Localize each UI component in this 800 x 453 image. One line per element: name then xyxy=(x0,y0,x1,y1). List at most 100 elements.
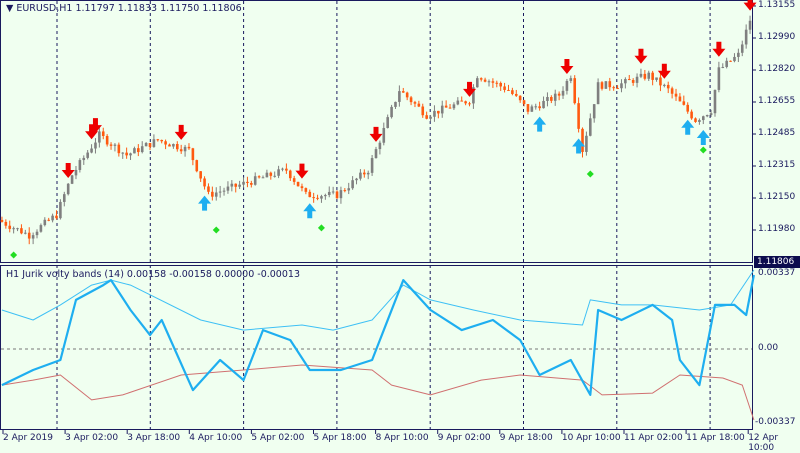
candle-body xyxy=(557,93,561,96)
time-tick: 3 Apr 18:00 xyxy=(127,433,181,443)
candle-body xyxy=(183,146,187,152)
candle-body xyxy=(472,87,475,104)
candle-body xyxy=(366,172,370,175)
candle-body xyxy=(226,186,230,191)
candle-body xyxy=(86,152,89,158)
candle-body xyxy=(187,146,191,149)
candle-body xyxy=(596,82,600,105)
up-arrow-icon xyxy=(198,195,212,211)
candle-body xyxy=(242,181,245,185)
candle-body xyxy=(98,131,101,143)
candle-body xyxy=(168,144,171,147)
candle-body xyxy=(105,136,109,145)
down-arrow-icon xyxy=(743,0,757,11)
candle-body xyxy=(429,116,432,119)
symbol-label: EURUSD,H1 xyxy=(16,3,73,14)
price-pane-border xyxy=(0,0,753,263)
candle-body xyxy=(491,81,495,83)
candle-body xyxy=(331,191,335,193)
candle-body xyxy=(363,172,366,175)
candle-body xyxy=(156,139,160,141)
candle-body xyxy=(577,103,580,129)
candle-body xyxy=(468,103,471,105)
diamond-icon xyxy=(212,226,220,234)
time-tick: 10 Apr 10:00 xyxy=(561,433,621,443)
down-arrow-icon xyxy=(369,126,383,142)
candle-body xyxy=(265,172,269,178)
down-arrow-icon xyxy=(463,81,477,97)
candle-body xyxy=(495,82,499,84)
candle-body xyxy=(339,190,343,199)
candle-body xyxy=(175,143,179,150)
candle-body xyxy=(709,113,713,116)
candle-body xyxy=(705,115,709,117)
candle-body xyxy=(713,89,717,114)
candle-body xyxy=(725,60,728,67)
candle-body xyxy=(581,128,584,152)
candle-body xyxy=(507,89,510,91)
time-tick: 5 Apr 02:00 xyxy=(251,433,305,443)
candle-body xyxy=(655,77,658,80)
candle-body xyxy=(701,116,705,121)
lower-band-line xyxy=(1,364,755,421)
candle-body xyxy=(401,91,405,93)
price-tick: 1.11980 xyxy=(758,224,796,234)
candle-body xyxy=(308,191,312,198)
candle-body xyxy=(573,78,577,104)
candle-body xyxy=(612,87,615,89)
candle-body xyxy=(320,196,323,199)
candle-body xyxy=(534,106,538,108)
candle-body xyxy=(690,111,693,119)
time-tick: 9 Apr 02:00 xyxy=(437,433,491,443)
candle-body xyxy=(674,93,678,97)
candle-body xyxy=(409,97,413,103)
up-arrow-icon xyxy=(681,119,695,135)
candle-body xyxy=(253,176,257,185)
candle-body xyxy=(448,107,452,109)
candle-body xyxy=(43,219,47,226)
candle-body xyxy=(460,100,464,102)
candle-body xyxy=(195,160,199,172)
candle-body xyxy=(129,153,132,156)
candle-body xyxy=(569,78,573,81)
candle-body xyxy=(35,231,39,236)
candle-body xyxy=(59,201,62,219)
candle-body xyxy=(117,144,121,154)
candle-body xyxy=(538,106,541,109)
candle-body xyxy=(530,106,534,112)
candle-body xyxy=(51,215,54,221)
candle-body xyxy=(250,182,253,185)
candle-body xyxy=(444,105,448,108)
candle-body xyxy=(12,228,15,230)
candle-body xyxy=(421,106,425,116)
candle-body xyxy=(370,158,374,173)
jurik-line xyxy=(1,274,755,396)
candle-body xyxy=(296,181,300,187)
down-arrow-icon xyxy=(174,124,188,140)
collapse-triangle-icon[interactable]: ▼ xyxy=(6,3,14,14)
chart-title: ▼ EURUSD,H1 1.11797 1.11833 1.11750 1.11… xyxy=(6,3,242,14)
candle-body xyxy=(144,143,148,147)
candle-body xyxy=(304,188,308,192)
candle-body xyxy=(207,186,210,192)
candle-body xyxy=(565,80,569,91)
candle-body xyxy=(137,148,140,153)
candle-body xyxy=(94,142,97,149)
up-arrow-icon xyxy=(696,130,710,146)
candle-body xyxy=(456,100,460,105)
up-arrow-icon xyxy=(533,116,547,132)
candle-body xyxy=(62,194,66,202)
candle-body xyxy=(514,93,518,96)
candle-body xyxy=(327,191,331,196)
candle-body xyxy=(47,219,51,221)
candle-body xyxy=(4,221,8,226)
candle-body xyxy=(355,178,358,181)
upper-band-line xyxy=(1,269,755,331)
candle-body xyxy=(620,83,623,89)
candle-body xyxy=(82,157,86,161)
candle-body xyxy=(199,171,202,179)
candle-body xyxy=(440,105,444,114)
candle-body xyxy=(191,148,195,161)
candle-body xyxy=(425,115,428,119)
